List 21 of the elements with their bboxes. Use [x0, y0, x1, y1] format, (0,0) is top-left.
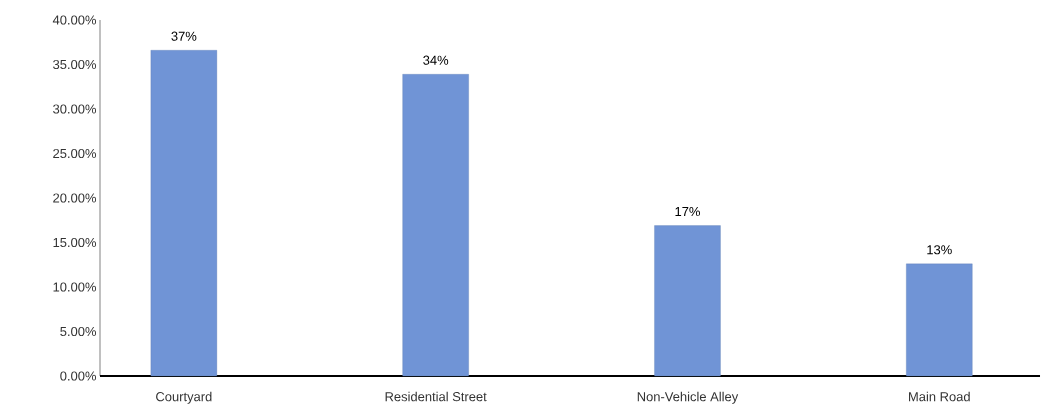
x-tick-label: Non-Vehicle Alley [637, 391, 739, 404]
y-tick-label: 40.00% [52, 15, 97, 25]
bar [150, 50, 218, 377]
x-tick-label: Main Road [909, 391, 970, 402]
data-label: 13% [927, 245, 952, 255]
bar [654, 225, 721, 377]
y-tick-label: 20.00% [53, 193, 97, 203]
y-tick-label: 10.00% [53, 282, 97, 292]
y-tick-label: 5.00% [60, 326, 97, 337]
x-tick-label: Residential Street [385, 391, 487, 402]
y-tick-label: 0.00% [60, 371, 97, 381]
y-tick-label: 15.00% [53, 237, 97, 248]
data-label: 17% [675, 207, 700, 217]
bar [402, 74, 469, 377]
data-label: 37% [171, 31, 197, 41]
y-tick-label: 35.00% [53, 59, 97, 70]
x-tick-label: Courtyard [156, 391, 212, 404]
y-tick-label: 25.00% [53, 148, 97, 159]
data-label: 34% [423, 55, 449, 65]
bar [906, 263, 973, 377]
y-tick-label: 30.00% [53, 104, 97, 114]
